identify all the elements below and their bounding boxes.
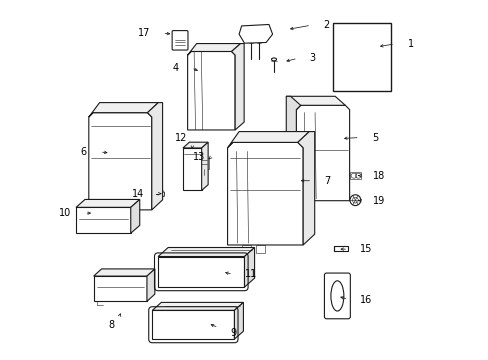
Polygon shape [227, 142, 303, 245]
Text: 14: 14 [132, 189, 144, 199]
Polygon shape [158, 256, 244, 287]
Text: 12: 12 [175, 132, 187, 143]
Polygon shape [146, 269, 155, 301]
Text: 1: 1 [407, 39, 413, 49]
FancyBboxPatch shape [324, 273, 349, 319]
Bar [200, 158, 208, 169]
Polygon shape [296, 105, 349, 201]
Polygon shape [152, 310, 234, 339]
Bar [349, 71, 354, 76]
Text: 18: 18 [373, 171, 385, 181]
Bar [98, 210, 105, 216]
Polygon shape [187, 51, 235, 130]
Polygon shape [76, 207, 130, 233]
Text: 10: 10 [59, 208, 71, 218]
Bar [242, 245, 250, 253]
Polygon shape [130, 199, 140, 233]
Text: 19: 19 [373, 196, 385, 206]
Bar [359, 71, 363, 76]
Text: 13: 13 [193, 152, 205, 162]
Text: 8: 8 [108, 320, 114, 330]
Text: 5: 5 [371, 132, 378, 143]
Polygon shape [201, 142, 208, 190]
Text: 11: 11 [244, 269, 256, 279]
Text: 15: 15 [360, 244, 372, 254]
Polygon shape [152, 302, 243, 310]
Bar [110, 210, 118, 216]
Text: 2: 2 [322, 20, 328, 30]
Bar [349, 172, 361, 179]
Polygon shape [89, 113, 151, 210]
Polygon shape [231, 44, 244, 130]
Polygon shape [183, 142, 208, 148]
Polygon shape [187, 44, 240, 55]
Polygon shape [244, 248, 254, 287]
Text: 16: 16 [360, 294, 372, 305]
Polygon shape [285, 96, 300, 201]
Text: 17: 17 [138, 28, 150, 38]
Bar [158, 192, 163, 196]
Bar [256, 245, 265, 253]
Polygon shape [89, 103, 158, 117]
Polygon shape [94, 276, 146, 301]
Text: 6: 6 [81, 147, 87, 157]
Polygon shape [76, 199, 140, 207]
Bar [332, 23, 390, 91]
Polygon shape [239, 24, 272, 43]
Polygon shape [158, 248, 254, 256]
Text: 3: 3 [309, 53, 315, 63]
Polygon shape [285, 96, 345, 109]
Text: 7: 7 [323, 176, 329, 186]
Polygon shape [227, 131, 309, 148]
Bar [333, 246, 347, 251]
Polygon shape [297, 131, 314, 245]
Polygon shape [94, 269, 155, 276]
Polygon shape [183, 148, 201, 190]
Text: 4: 4 [172, 63, 179, 73]
Text: 9: 9 [230, 328, 237, 338]
Polygon shape [147, 103, 163, 210]
Polygon shape [234, 302, 243, 339]
